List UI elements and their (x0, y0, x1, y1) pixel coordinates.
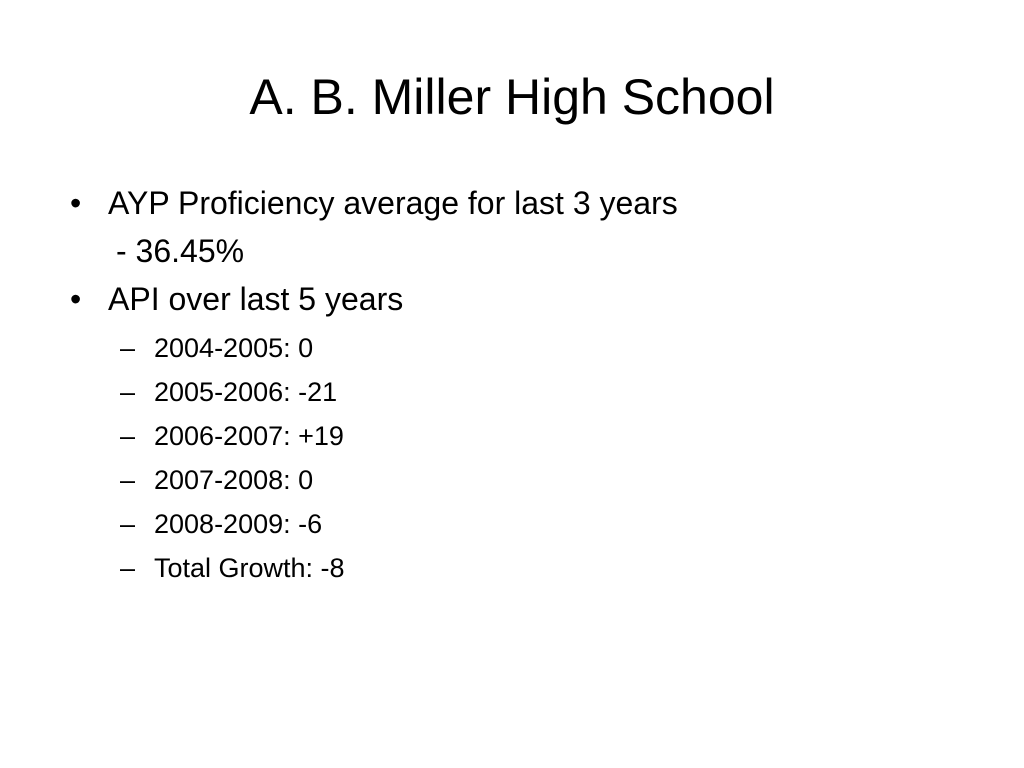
dash-marker: – (120, 465, 136, 495)
bullet-marker: • (70, 281, 82, 317)
sub-bullet-item: – 2005-2006: -21 (70, 370, 970, 414)
bullet-api: • API over last 5 years (70, 276, 970, 322)
sub-bullet-item: – 2008-2009: -6 (70, 502, 970, 546)
sub-bullet-item: – 2004-2005: 0 (70, 326, 970, 370)
api-sub-list: – 2004-2005: 0 – 2005-2006: -21 – 2006-2… (70, 326, 970, 590)
dash-marker: – (120, 333, 136, 363)
sub-bullet-item: – 2007-2008: 0 (70, 458, 970, 502)
sub-bullet-item: – 2006-2007: +19 (70, 414, 970, 458)
sub-bullet-text: 2004-2005: 0 (154, 333, 314, 363)
dash-marker: – (120, 553, 136, 583)
bullet-text: API over last 5 years (108, 281, 404, 317)
dash-marker: – (120, 509, 136, 539)
slide-title: A. B. Miller High School (249, 69, 775, 125)
sub-bullet-text: 2005-2006: -21 (154, 377, 338, 407)
bullet-list: • AYP Proficiency average for last 3 yea… (70, 180, 970, 590)
sub-bullet-text: 2006-2007: +19 (154, 421, 344, 451)
bullet-marker: • (70, 185, 82, 221)
dash-marker: – (120, 421, 136, 451)
sub-bullet-item: – Total Growth: -8 (70, 546, 970, 590)
bullet-text: AYP Proficiency average for last 3 years (108, 185, 678, 221)
sub-bullet-text: Total Growth: -8 (154, 553, 345, 583)
bullet-ayp-proficiency: • AYP Proficiency average for last 3 yea… (70, 180, 970, 226)
sub-bullet-text: 2008-2009: -6 (154, 509, 323, 539)
dash-marker: – (120, 377, 136, 407)
bullet-continuation: - 36.45% (116, 233, 245, 269)
sub-bullet-text: 2007-2008: 0 (154, 465, 314, 495)
